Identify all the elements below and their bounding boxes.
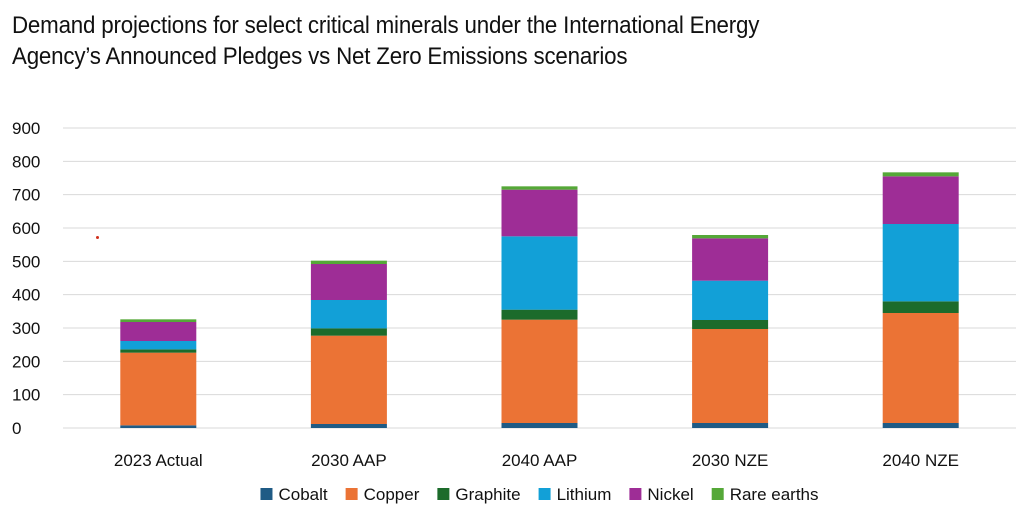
legend-label: Rare earths bbox=[730, 485, 819, 504]
bar-segment-rare-earths bbox=[692, 235, 769, 239]
legend-swatch bbox=[538, 488, 551, 500]
bar-segment-cobalt bbox=[120, 425, 197, 428]
y-tick-label: 900 bbox=[12, 119, 40, 138]
stray-mark bbox=[96, 236, 99, 239]
y-tick-label: 400 bbox=[12, 286, 40, 305]
y-tick-label: 0 bbox=[12, 419, 21, 438]
bar-segment-lithium bbox=[882, 224, 959, 302]
bar-segment-lithium bbox=[692, 280, 769, 320]
bar-segment-rare-earths bbox=[120, 319, 197, 322]
chart-title-line-2: Agency’s Announced Pledges vs Net Zero E… bbox=[12, 43, 628, 70]
x-axis: 2023 Actual 2030 AAP 2040 AAP 2030 NZE 2040 … bbox=[114, 451, 959, 470]
chart-title: Demand projections for select critical m… bbox=[12, 10, 923, 72]
legend-swatch bbox=[711, 488, 724, 500]
bar-segment-nickel bbox=[120, 322, 197, 341]
bar-segment-cobalt bbox=[501, 423, 578, 428]
legend-item: Rare earths bbox=[711, 485, 819, 504]
x-tick-label: 2040 AAP bbox=[502, 451, 578, 470]
bar-segment-lithium bbox=[310, 300, 387, 329]
y-tick-label: 100 bbox=[12, 386, 40, 405]
legend-swatch bbox=[345, 488, 358, 500]
legend-swatch bbox=[629, 488, 642, 500]
bar-segment-graphite bbox=[692, 320, 769, 329]
bar-segment-rare-earths bbox=[310, 260, 387, 264]
legend-item: Lithium bbox=[538, 485, 612, 504]
y-tick-label: 300 bbox=[12, 319, 40, 338]
bar-segment-nickel bbox=[692, 238, 769, 281]
bar-segment-graphite bbox=[882, 301, 959, 313]
bar-segment-nickel bbox=[310, 264, 387, 300]
legend-swatch bbox=[437, 488, 450, 500]
legend-label: Graphite bbox=[455, 485, 520, 504]
legend-item: Graphite bbox=[437, 485, 521, 504]
bar-segment-nickel bbox=[882, 176, 959, 224]
bar-segment-copper bbox=[501, 319, 578, 423]
bar-segment-cobalt bbox=[310, 424, 387, 428]
bars bbox=[120, 172, 959, 428]
legend-item: Copper bbox=[345, 485, 420, 504]
bar-segment-copper bbox=[692, 329, 769, 423]
y-axis: 0 100 200 300 400 500 600 700 800 900 bbox=[12, 119, 40, 438]
chart-title-line-1: Demand projections for select critical m… bbox=[12, 12, 760, 39]
legend-label: Lithium bbox=[557, 485, 612, 504]
bar-segment-graphite bbox=[501, 309, 578, 320]
legend: Cobalt Copper Graphite Lithium Nickel Rare ea… bbox=[260, 485, 819, 504]
x-tick-label: 2030 AAP bbox=[311, 451, 387, 470]
y-tick-label: 500 bbox=[12, 252, 40, 271]
bar-segment-copper bbox=[882, 313, 959, 423]
y-tick-label: 600 bbox=[12, 219, 40, 238]
bar-segment-copper bbox=[120, 352, 197, 426]
y-tick-label: 700 bbox=[12, 186, 40, 205]
y-tick-label: 200 bbox=[12, 352, 40, 371]
legend-swatch bbox=[260, 488, 273, 500]
bar-segment-copper bbox=[310, 335, 387, 424]
bar-segment-nickel bbox=[501, 189, 578, 237]
x-tick-label: 2023 Actual bbox=[114, 451, 203, 470]
y-tick-label: 800 bbox=[12, 152, 40, 171]
legend-label: Nickel bbox=[647, 485, 693, 504]
bar-segment-graphite bbox=[310, 328, 387, 336]
bar-segment-lithium bbox=[501, 236, 578, 310]
bar-segment-lithium bbox=[120, 341, 197, 350]
legend-item: Cobalt bbox=[260, 485, 328, 504]
bar-segment-graphite bbox=[120, 349, 197, 353]
legend-label: Copper bbox=[364, 485, 420, 504]
x-tick-label: 2040 NZE bbox=[882, 451, 959, 470]
legend-label: Cobalt bbox=[278, 485, 327, 504]
bar-segment-cobalt bbox=[882, 423, 959, 428]
bar-segment-rare-earths bbox=[882, 172, 959, 177]
bar-segment-cobalt bbox=[692, 423, 769, 428]
bar-segment-rare-earths bbox=[501, 186, 578, 190]
legend-item: Nickel bbox=[629, 485, 694, 504]
x-tick-label: 2030 NZE bbox=[692, 451, 769, 470]
